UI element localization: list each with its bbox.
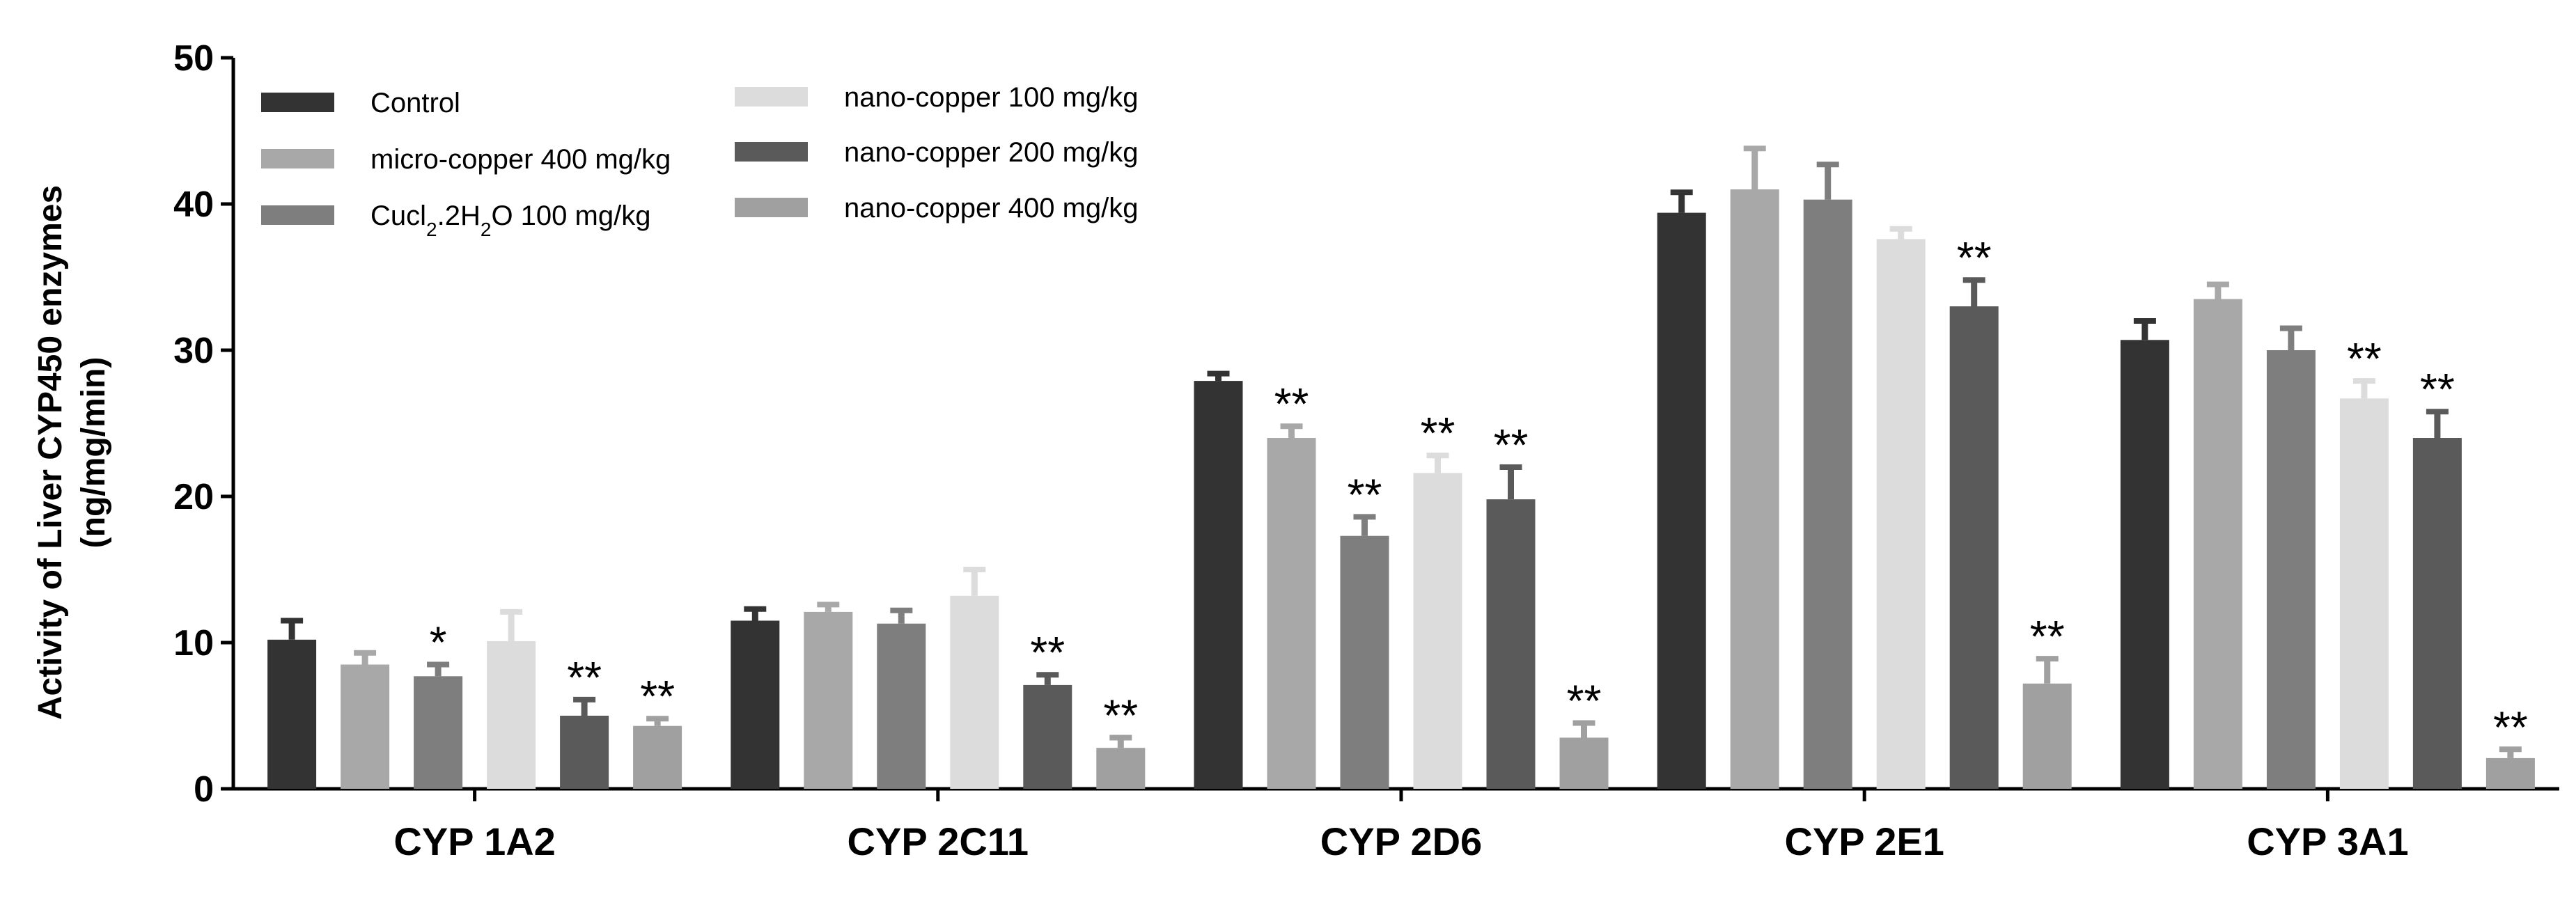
bar [2266, 350, 2316, 789]
legend-swatch [261, 205, 334, 225]
bar [2339, 398, 2389, 789]
category-label: CYP 2E1 [1785, 819, 1944, 863]
y-tick-label: 10 [173, 623, 214, 663]
bar [804, 611, 853, 789]
bar [1267, 438, 1316, 789]
legend-swatch [261, 149, 334, 168]
bar [341, 664, 390, 789]
bar [1876, 239, 1926, 789]
significance-marker: * [430, 618, 447, 668]
y-tick-label: 40 [173, 184, 214, 225]
bar [1949, 306, 1999, 789]
legend-label: Cucl2.2H2O 100 mg/kg [370, 201, 650, 240]
legend-label: nano-copper 400 mg/kg [844, 193, 1139, 223]
significance-marker: ** [2347, 333, 2382, 384]
significance-marker: ** [640, 671, 675, 721]
significance-marker: ** [2493, 702, 2528, 752]
legend-swatch [735, 198, 808, 217]
bar [1194, 381, 1243, 789]
significance-marker: ** [1348, 469, 1382, 519]
y-axis-units: (ng/mg/min) [75, 357, 112, 549]
y-tick-label: 20 [173, 477, 214, 517]
category-label: CYP 1A2 [393, 819, 555, 863]
bar [267, 639, 317, 789]
bar [2412, 438, 2462, 789]
bar [1657, 212, 1706, 790]
significance-marker: ** [1274, 379, 1309, 429]
bar [1803, 199, 1852, 789]
bar [633, 725, 682, 789]
category-label: CYP 2D6 [1320, 819, 1482, 863]
y-tick-label: 50 [173, 38, 214, 79]
bar [1486, 499, 1536, 789]
bar [950, 595, 999, 789]
legend-label: Control [370, 88, 460, 118]
bar [560, 716, 609, 789]
significance-marker: ** [1421, 408, 1455, 458]
legend-label: nano-copper 200 mg/kg [844, 137, 1139, 168]
bar [2485, 757, 2535, 789]
bar [1096, 748, 1146, 789]
significance-marker: ** [1030, 627, 1065, 677]
legend-label: micro-copper 400 mg/kg [370, 144, 671, 175]
significance-marker: ** [1957, 233, 1992, 283]
bar [731, 620, 780, 789]
significance-marker: ** [1567, 676, 1602, 726]
y-tick-label: 30 [173, 331, 214, 371]
bar [2120, 340, 2169, 789]
bar [2022, 683, 2072, 789]
category-label: CYP 2C11 [848, 819, 1029, 863]
legend-swatch [735, 87, 808, 107]
category-label: CYP 3A1 [2247, 819, 2408, 863]
bar [877, 623, 926, 789]
y-tick-label: 0 [194, 769, 214, 810]
bar [2193, 299, 2242, 789]
significance-marker: ** [1494, 420, 1529, 470]
bar [487, 641, 536, 789]
legend-label: nano-copper 100 mg/kg [844, 82, 1139, 113]
y-axis-label: Activity of Liver CYP450 enzymes [32, 185, 69, 720]
significance-marker: ** [1103, 691, 1138, 741]
bar [1413, 473, 1462, 789]
bar [1559, 737, 1609, 789]
legend-swatch [735, 142, 808, 162]
significance-marker: ** [2030, 611, 2065, 661]
bar [1340, 535, 1389, 789]
legend: Control micro-copper 400 mg/kg Cucl2.2H2O … [261, 82, 1139, 240]
bar [414, 676, 463, 789]
bar [1730, 189, 1779, 789]
significance-marker: ** [2420, 364, 2455, 414]
significance-marker: ** [567, 652, 602, 702]
bar [1023, 684, 1072, 789]
legend-swatch [261, 93, 334, 112]
